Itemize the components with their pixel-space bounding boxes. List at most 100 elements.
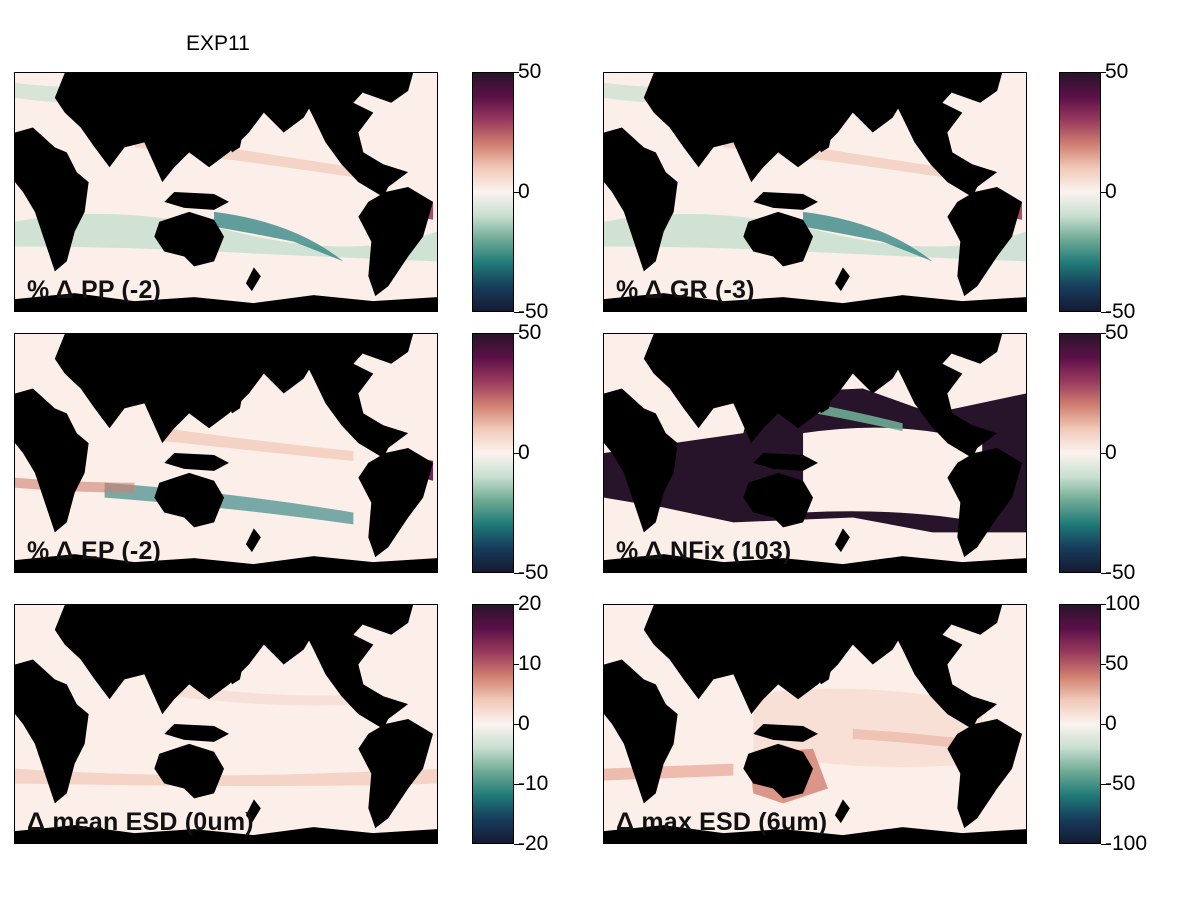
land-mass <box>245 528 261 553</box>
colorbar-tick-label: 100 <box>1105 592 1141 615</box>
land-mass <box>293 334 409 458</box>
panel-label-nfix: % Δ NFix (103) <box>616 537 792 565</box>
land-mass <box>245 799 261 824</box>
ocean-anomaly-field <box>15 213 437 262</box>
land-mass <box>882 73 998 197</box>
colorbar-tick-label: -50 <box>518 300 549 323</box>
map-panel-nfix: % Δ NFix (103) <box>603 333 1027 573</box>
land-mass <box>154 472 225 528</box>
colorbar-tick-mark <box>514 664 519 665</box>
ocean-anomaly-field <box>803 211 933 262</box>
land-mass <box>834 267 850 292</box>
ocean-anomaly-field <box>174 684 374 706</box>
colorbar-tick-label: 0 <box>518 441 530 464</box>
colorbar-tick-mark <box>514 724 519 725</box>
colorbar-tick-label: 50 <box>1105 60 1129 83</box>
land-mass <box>816 381 833 414</box>
land-mass <box>882 605 998 729</box>
land-mass <box>604 127 678 272</box>
colorbar-tick-label: 0 <box>1105 712 1117 735</box>
land-mass <box>227 120 244 153</box>
colorbar-tick-label: 0 <box>1105 180 1117 203</box>
colorbar-tick-mark <box>1101 573 1106 574</box>
panel-label-mean-esd: Δ mean ESD (0um) <box>27 808 254 836</box>
land-mass <box>164 724 229 742</box>
land-mass <box>834 799 850 824</box>
land-mass <box>358 187 434 297</box>
land-mass <box>15 127 89 272</box>
land-mass <box>293 605 409 729</box>
land-mass <box>932 334 1003 364</box>
land-mass <box>54 334 344 444</box>
colorbar-tick-label: 50 <box>518 60 542 83</box>
land-mass <box>343 334 414 364</box>
map-panel-pp: % Δ PP (-2) <box>14 72 438 312</box>
ocean-anomaly-field <box>803 427 983 523</box>
land-mass <box>358 719 434 829</box>
world-map <box>604 73 1026 311</box>
colorbar-tick-label: 20 <box>518 592 542 615</box>
colorbar-tick-mark <box>1101 844 1106 845</box>
map-panel-ep: % Δ EP (-2) <box>14 333 438 573</box>
land-mass <box>743 472 814 528</box>
land-mass <box>604 293 1026 311</box>
land-mass <box>604 659 678 804</box>
colorbar-gr <box>1059 72 1101 312</box>
land-mass <box>753 453 818 471</box>
land-mass <box>15 554 437 572</box>
land-mass <box>54 73 344 183</box>
colorbar-tick-mark <box>1101 453 1106 454</box>
colorbar-tick-label: -50 <box>1105 772 1136 795</box>
ocean-anomaly-field <box>15 768 437 786</box>
panel-label-max-esd: Δ max ESD (6um) <box>616 808 828 836</box>
land-mass <box>816 652 833 685</box>
land-mass <box>604 554 1026 572</box>
colorbar-tick-mark <box>514 312 519 313</box>
land-mass <box>643 73 933 183</box>
land-mass <box>743 743 814 799</box>
colorbar-pp <box>472 72 514 312</box>
land-mass <box>947 719 1023 829</box>
colorbar-mean-esd <box>472 604 514 844</box>
land-mass <box>932 73 1003 103</box>
land-mass <box>343 605 414 635</box>
colorbar-tick-label: -50 <box>518 561 549 584</box>
colorbar-tick-mark <box>514 192 519 193</box>
colorbar-tick-mark <box>514 844 519 845</box>
panel-label-pp: % Δ PP (-2) <box>27 276 162 304</box>
colorbar-nfix <box>1059 333 1101 573</box>
colorbar-tick-label: 0 <box>518 180 530 203</box>
land-mass <box>343 73 414 103</box>
land-mass <box>293 73 409 197</box>
land-mass <box>245 267 261 292</box>
colorbar-tick-label: 50 <box>1105 652 1129 675</box>
land-mass <box>15 659 89 804</box>
land-mass <box>743 211 814 267</box>
land-mass <box>947 448 1023 558</box>
land-mass <box>834 528 850 553</box>
figure-title: EXP11 <box>186 32 250 55</box>
land-mass <box>227 652 244 685</box>
land-mass <box>643 605 933 715</box>
colorbar-tick-mark <box>514 453 519 454</box>
ocean-anomaly-field <box>604 213 1026 262</box>
land-mass <box>54 605 344 715</box>
colorbar-tick-label: -20 <box>518 832 549 855</box>
colorbar-tick-mark <box>514 333 519 334</box>
ocean-anomaly-field <box>214 211 344 262</box>
land-mass <box>15 293 437 311</box>
map-panel-mean-esd: Δ mean ESD (0um) <box>14 604 438 844</box>
colorbar-tick-mark <box>1101 724 1106 725</box>
colorbar-tick-mark <box>1101 333 1106 334</box>
colorbar-tick-mark <box>1101 72 1106 73</box>
land-mass <box>604 825 1026 843</box>
colorbar-tick-label: 0 <box>518 712 530 735</box>
colorbar-tick-label: 50 <box>518 321 542 344</box>
colorbar-tick-label: -50 <box>1105 300 1136 323</box>
land-mass <box>753 192 818 210</box>
panel-label-gr: % Δ GR (-3) <box>616 276 755 304</box>
colorbar-tick-label: -10 <box>518 772 549 795</box>
land-mass <box>753 724 818 742</box>
world-map <box>15 73 437 311</box>
colorbar-tick-mark <box>1101 192 1106 193</box>
